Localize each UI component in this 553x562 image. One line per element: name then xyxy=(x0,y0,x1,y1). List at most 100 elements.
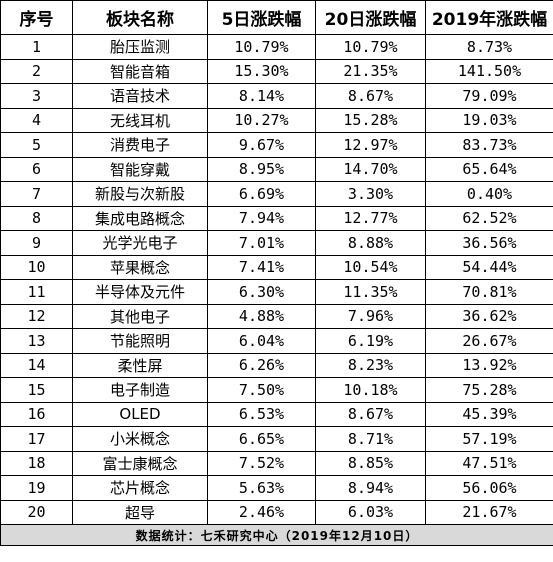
change-5day: 6.69% xyxy=(207,181,316,207)
sector-name: 无线耳机 xyxy=(72,107,208,133)
change-2019: 83.73% xyxy=(425,132,553,158)
change-20day: 12.77% xyxy=(315,205,426,231)
sector-name: OLED xyxy=(72,401,208,427)
sector-name: 苹果概念 xyxy=(72,254,208,280)
row-index: 1 xyxy=(0,34,73,60)
table-row: 18 富士康概念 7.52% 8.85% 47.51% xyxy=(0,450,553,476)
row-index: 3 xyxy=(0,83,73,109)
change-5day: 8.95% xyxy=(207,156,316,182)
sector-name: 智能音箱 xyxy=(72,58,208,84)
change-2019: 13.92% xyxy=(425,352,553,378)
change-5day: 7.50% xyxy=(207,377,316,403)
change-2019: 0.40% xyxy=(425,181,553,207)
header-2019-change: 2019年涨跌幅 xyxy=(425,0,553,35)
change-20day: 12.97% xyxy=(315,132,426,158)
change-20day: 10.18% xyxy=(315,377,426,403)
change-5day: 10.79% xyxy=(207,34,316,60)
sector-name: 其他电子 xyxy=(72,303,208,329)
row-index: 5 xyxy=(0,132,73,158)
change-2019: 26.67% xyxy=(425,328,553,354)
change-20day: 8.85% xyxy=(315,450,426,476)
change-5day: 6.65% xyxy=(207,426,316,452)
change-2019: 79.09% xyxy=(425,83,553,109)
change-2019: 70.81% xyxy=(425,279,553,305)
change-5day: 6.53% xyxy=(207,401,316,427)
row-index: 20 xyxy=(0,499,73,525)
change-20day: 15.28% xyxy=(315,107,426,133)
change-20day: 3.30% xyxy=(315,181,426,207)
change-2019: 141.50% xyxy=(425,58,553,84)
row-index: 8 xyxy=(0,205,73,231)
change-5day: 7.01% xyxy=(207,230,316,256)
change-20day: 8.88% xyxy=(315,230,426,256)
footer-row: 数据统计：七禾研究中心（2019年12月10日） xyxy=(0,524,553,546)
sector-name: 富士康概念 xyxy=(72,450,208,476)
row-index: 14 xyxy=(0,352,73,378)
sector-name: 超导 xyxy=(72,499,208,525)
table-row: 20 超导 2.46% 6.03% 21.67% xyxy=(0,499,553,525)
table-row: 3 语音技术 8.14% 8.67% 79.09% xyxy=(0,83,553,109)
row-index: 11 xyxy=(0,279,73,305)
change-2019: 45.39% xyxy=(425,401,553,427)
table-row: 10 苹果概念 7.41% 10.54% 54.44% xyxy=(0,254,553,280)
table-row: 1 胎压监测 10.79% 10.79% 8.73% xyxy=(0,34,553,60)
sector-name: 节能照明 xyxy=(72,328,208,354)
change-20day: 7.96% xyxy=(315,303,426,329)
change-2019: 57.19% xyxy=(425,426,553,452)
table-row: 16 OLED 6.53% 8.67% 45.39% xyxy=(0,401,553,427)
change-5day: 6.30% xyxy=(207,279,316,305)
change-5day: 5.63% xyxy=(207,475,316,501)
sector-name: 消费电子 xyxy=(72,132,208,158)
sector-name: 集成电路概念 xyxy=(72,205,208,231)
row-index: 10 xyxy=(0,254,73,280)
sector-performance-table: 序号 板块名称 5日涨跌幅 20日涨跌幅 2019年涨跌幅 1 胎压监测 10.79… xyxy=(0,0,553,546)
source-note: 数据统计：七禾研究中心（2019年12月10日） xyxy=(0,524,553,546)
table-row: 12 其他电子 4.88% 7.96% 36.62% xyxy=(0,303,553,329)
table-row: 2 智能音箱 15.30% 21.35% 141.50% xyxy=(0,58,553,84)
table-row: 7 新股与次新股 6.69% 3.30% 0.40% xyxy=(0,181,553,207)
sector-name: 新股与次新股 xyxy=(72,181,208,207)
table-row: 9 光学光电子 7.01% 8.88% 36.56% xyxy=(0,230,553,256)
change-5day: 6.26% xyxy=(207,352,316,378)
change-5day: 7.41% xyxy=(207,254,316,280)
sector-name: 电子制造 xyxy=(72,377,208,403)
change-5day: 7.94% xyxy=(207,205,316,231)
table-row: 13 节能照明 6.04% 6.19% 26.67% xyxy=(0,328,553,354)
change-2019: 56.06% xyxy=(425,475,553,501)
change-2019: 62.52% xyxy=(425,205,553,231)
sector-name: 小米概念 xyxy=(72,426,208,452)
change-5day: 4.88% xyxy=(207,303,316,329)
change-20day: 14.70% xyxy=(315,156,426,182)
change-20day: 8.67% xyxy=(315,401,426,427)
change-20day: 6.03% xyxy=(315,499,426,525)
row-index: 7 xyxy=(0,181,73,207)
change-2019: 21.67% xyxy=(425,499,553,525)
row-index: 9 xyxy=(0,230,73,256)
change-20day: 6.19% xyxy=(315,328,426,354)
change-5day: 8.14% xyxy=(207,83,316,109)
change-20day: 8.94% xyxy=(315,475,426,501)
sector-name: 半导体及元件 xyxy=(72,279,208,305)
row-index: 4 xyxy=(0,107,73,133)
header-sector-name: 板块名称 xyxy=(72,0,208,35)
sector-name: 光学光电子 xyxy=(72,230,208,256)
change-2019: 75.28% xyxy=(425,377,553,403)
table-row: 19 芯片概念 5.63% 8.94% 56.06% xyxy=(0,475,553,501)
row-index: 2 xyxy=(0,58,73,84)
row-index: 6 xyxy=(0,156,73,182)
table-body: 1 胎压监测 10.79% 10.79% 8.73% 2 智能音箱 15.30% 21.35% 1… xyxy=(0,34,553,525)
change-5day: 10.27% xyxy=(207,107,316,133)
change-2019: 47.51% xyxy=(425,450,553,476)
row-index: 12 xyxy=(0,303,73,329)
change-2019: 54.44% xyxy=(425,254,553,280)
change-20day: 21.35% xyxy=(315,58,426,84)
change-5day: 6.04% xyxy=(207,328,316,354)
table-row: 8 集成电路概念 7.94% 12.77% 62.52% xyxy=(0,205,553,231)
header-5day-change: 5日涨跌幅 xyxy=(207,0,316,35)
table-row: 11 半导体及元件 6.30% 11.35% 70.81% xyxy=(0,279,553,305)
change-20day: 8.67% xyxy=(315,83,426,109)
change-2019: 8.73% xyxy=(425,34,553,60)
row-index: 13 xyxy=(0,328,73,354)
change-5day: 2.46% xyxy=(207,499,316,525)
change-20day: 10.54% xyxy=(315,254,426,280)
